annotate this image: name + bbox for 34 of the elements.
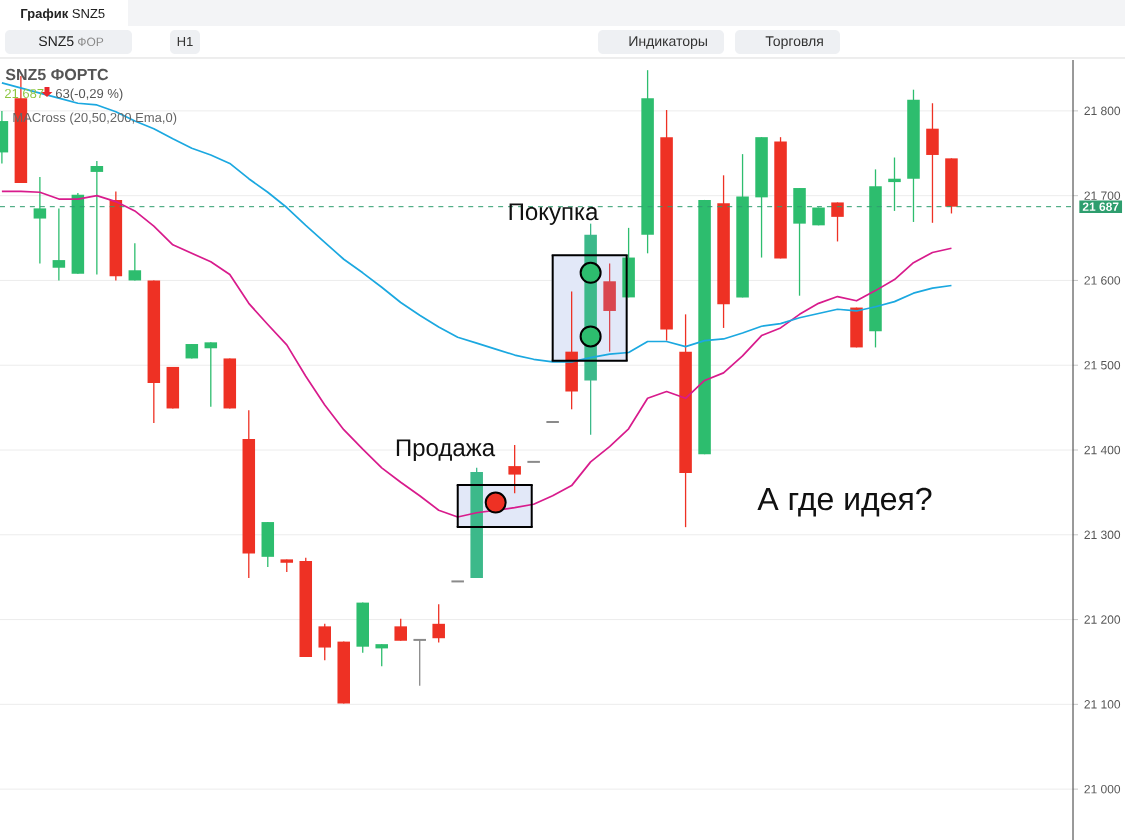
y-tick-label: 21 000 [1084,784,1121,794]
y-tick-label: 21 500 [1084,360,1121,370]
chart-title: SNZ5 ФОРТС [5,68,109,81]
text: ФОР [78,37,104,47]
y-tick-label: 21 700 [1084,191,1121,200]
y-tick-label: 21 400 [1084,445,1121,455]
candlestick [432,603,445,644]
candlestick [204,341,218,408]
text: График SNZ5 [21,8,105,21]
candlestick [375,643,388,667]
candlestick [831,201,844,243]
candlestick [52,207,66,282]
text: SNZ5 [38,36,74,47]
text: Торговля [765,36,823,49]
candlestick [888,156,901,212]
text: H1 [177,37,193,46]
ref-line-label: 21 687 [1082,202,1119,211]
y-tick-label: 21 300 [1084,530,1121,540]
annotation: А где идея? [757,487,932,517]
y-tick-label: 21 200 [1084,615,1121,624]
candlestick [318,623,332,661]
y-tick-label: 21 800 [1084,106,1121,116]
annotation: Продажа [396,439,496,461]
y-tick-label: 21 100 [1084,700,1121,709]
text: Индикаторы [629,36,707,49]
candlestick [508,444,521,494]
annotation: Покупка [509,203,599,225]
y-tick-label: 21 600 [1084,276,1121,285]
candlestick [412,638,427,687]
candlestick [90,160,104,276]
candlestick [128,242,142,282]
candlestick [394,618,407,642]
candlestick [33,176,47,265]
annotation: 63(-0,29 %) [55,88,123,101]
